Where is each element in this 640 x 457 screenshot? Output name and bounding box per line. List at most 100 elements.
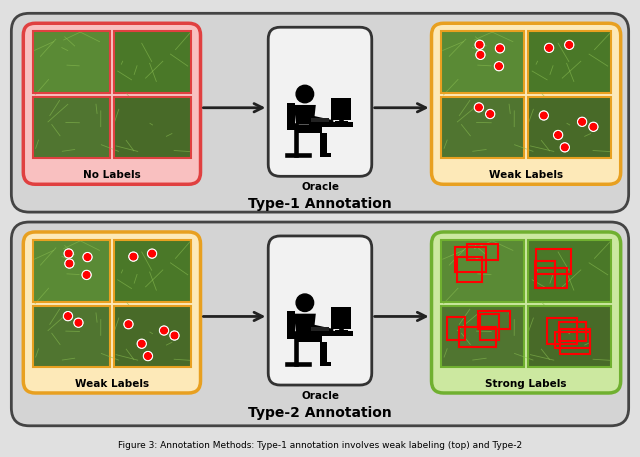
Bar bbox=[442, 97, 524, 159]
Text: Type-1 Annotation: Type-1 Annotation bbox=[248, 197, 392, 211]
Circle shape bbox=[476, 104, 483, 111]
Circle shape bbox=[84, 254, 91, 260]
Circle shape bbox=[476, 41, 483, 48]
Bar bbox=[457, 257, 483, 282]
Circle shape bbox=[476, 50, 485, 59]
Circle shape bbox=[296, 85, 314, 103]
Bar bbox=[528, 31, 611, 93]
Bar bbox=[33, 240, 110, 302]
Circle shape bbox=[540, 111, 548, 120]
Circle shape bbox=[540, 112, 547, 119]
Polygon shape bbox=[314, 116, 333, 125]
FancyBboxPatch shape bbox=[12, 13, 628, 212]
Circle shape bbox=[590, 123, 597, 130]
Circle shape bbox=[578, 117, 587, 126]
Circle shape bbox=[474, 103, 483, 112]
Bar bbox=[114, 31, 191, 93]
Bar bbox=[114, 31, 191, 93]
Circle shape bbox=[561, 144, 568, 151]
Circle shape bbox=[171, 332, 178, 339]
Bar bbox=[33, 306, 110, 367]
Bar bbox=[114, 240, 191, 302]
FancyBboxPatch shape bbox=[12, 222, 628, 426]
Circle shape bbox=[545, 43, 554, 53]
Circle shape bbox=[65, 259, 74, 268]
Polygon shape bbox=[294, 314, 316, 333]
Bar bbox=[33, 97, 110, 159]
Circle shape bbox=[486, 110, 495, 118]
Circle shape bbox=[564, 40, 573, 49]
Circle shape bbox=[83, 253, 92, 261]
Text: Oracle: Oracle bbox=[301, 391, 339, 401]
Bar bbox=[442, 240, 524, 302]
Bar bbox=[331, 307, 351, 329]
Bar bbox=[114, 97, 191, 159]
FancyBboxPatch shape bbox=[268, 236, 372, 385]
Circle shape bbox=[130, 253, 137, 260]
Bar bbox=[535, 261, 556, 288]
Circle shape bbox=[589, 122, 598, 131]
Text: Strong Labels: Strong Labels bbox=[485, 379, 567, 389]
Circle shape bbox=[495, 63, 502, 69]
Bar bbox=[320, 362, 331, 366]
Bar bbox=[447, 317, 465, 340]
Bar bbox=[528, 31, 611, 93]
Circle shape bbox=[82, 271, 91, 279]
Bar bbox=[320, 153, 331, 157]
Circle shape bbox=[477, 51, 484, 58]
Bar bbox=[33, 31, 110, 93]
Circle shape bbox=[63, 312, 72, 321]
Bar bbox=[479, 314, 499, 340]
Circle shape bbox=[138, 340, 145, 347]
Bar bbox=[528, 306, 611, 367]
Circle shape bbox=[145, 353, 152, 360]
Polygon shape bbox=[296, 333, 323, 342]
Circle shape bbox=[75, 319, 82, 326]
Bar bbox=[528, 97, 611, 159]
Text: Weak Labels: Weak Labels bbox=[489, 170, 563, 181]
Bar bbox=[536, 268, 567, 288]
Text: No Labels: No Labels bbox=[83, 170, 141, 181]
Circle shape bbox=[124, 320, 133, 329]
Bar bbox=[442, 306, 524, 367]
Circle shape bbox=[555, 132, 561, 138]
Polygon shape bbox=[320, 342, 327, 364]
Circle shape bbox=[129, 252, 138, 261]
Bar bbox=[114, 306, 191, 367]
Bar bbox=[555, 332, 590, 347]
Circle shape bbox=[64, 249, 73, 258]
Circle shape bbox=[554, 131, 563, 139]
Text: Figure 3: Annotation Methods: Type-1 annotation involves weak labeling (top) and: Figure 3: Annotation Methods: Type-1 ann… bbox=[118, 441, 522, 450]
Circle shape bbox=[148, 250, 156, 257]
Circle shape bbox=[566, 42, 573, 48]
Bar bbox=[33, 97, 110, 159]
Circle shape bbox=[560, 143, 569, 152]
Bar bbox=[442, 31, 524, 93]
Circle shape bbox=[296, 294, 314, 312]
Circle shape bbox=[486, 111, 493, 117]
Circle shape bbox=[495, 44, 504, 53]
Circle shape bbox=[475, 40, 484, 49]
Bar bbox=[536, 249, 571, 274]
Circle shape bbox=[497, 45, 504, 52]
Bar bbox=[114, 97, 191, 159]
Circle shape bbox=[579, 118, 586, 125]
Bar bbox=[460, 327, 496, 347]
Bar bbox=[456, 247, 486, 272]
Circle shape bbox=[66, 260, 73, 267]
Bar bbox=[442, 306, 524, 367]
Bar bbox=[442, 31, 524, 93]
Circle shape bbox=[74, 318, 83, 327]
FancyBboxPatch shape bbox=[23, 23, 200, 184]
Text: Oracle: Oracle bbox=[301, 182, 339, 192]
FancyBboxPatch shape bbox=[23, 232, 200, 393]
Bar bbox=[287, 312, 295, 339]
Polygon shape bbox=[294, 105, 316, 125]
Bar bbox=[442, 240, 524, 302]
Text: Weak Labels: Weak Labels bbox=[75, 379, 149, 389]
Bar bbox=[33, 306, 110, 367]
Bar bbox=[331, 98, 351, 120]
Circle shape bbox=[546, 44, 552, 51]
Bar bbox=[309, 122, 353, 127]
Circle shape bbox=[143, 351, 152, 361]
